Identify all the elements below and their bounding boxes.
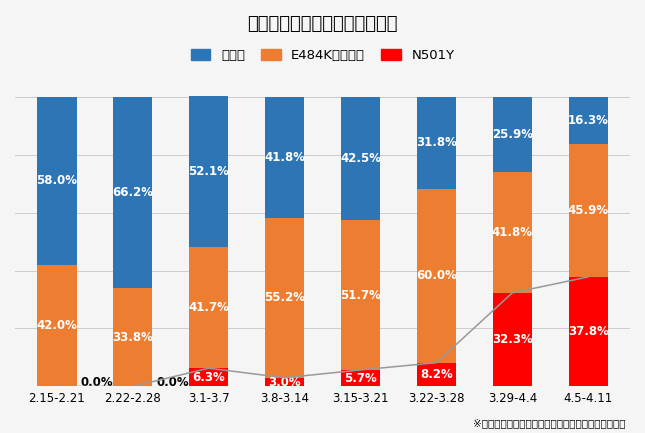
Bar — [113, 97, 152, 288]
Text: 6.3%: 6.3% — [192, 371, 225, 384]
Bar — [189, 96, 228, 247]
Text: 42.5%: 42.5% — [340, 152, 381, 165]
Text: 60.0%: 60.0% — [416, 269, 457, 282]
Bar — [265, 378, 304, 387]
Bar — [568, 277, 608, 387]
Bar — [341, 370, 380, 387]
Text: 58.0%: 58.0% — [36, 174, 77, 187]
Text: 41.8%: 41.8% — [492, 226, 533, 239]
Text: 41.8%: 41.8% — [264, 151, 305, 164]
Text: ※都健安研におけるスクリーニング結果をもとに推計: ※都健安研におけるスクリーニング結果をもとに推計 — [473, 419, 626, 429]
Text: 32.3%: 32.3% — [492, 333, 533, 346]
Text: 52.1%: 52.1% — [188, 165, 229, 178]
Bar — [568, 97, 608, 144]
Legend: 従来株, E484K単独変異, N501Y: 従来株, E484K単独変異, N501Y — [185, 44, 460, 68]
Text: 66.2%: 66.2% — [112, 186, 153, 199]
Text: 45.9%: 45.9% — [568, 204, 609, 217]
Bar — [189, 368, 228, 387]
Bar — [37, 265, 77, 387]
Bar — [493, 97, 532, 172]
Title: 都内変異株の発生割合（推移）: 都内変異株の発生割合（推移） — [247, 15, 398, 33]
Bar — [417, 363, 456, 387]
Bar — [265, 218, 304, 378]
Bar — [113, 288, 152, 387]
Text: 0.0%: 0.0% — [80, 375, 113, 388]
Bar — [493, 293, 532, 387]
Text: 42.0%: 42.0% — [36, 319, 77, 332]
Text: 31.8%: 31.8% — [416, 136, 457, 149]
Text: 55.2%: 55.2% — [264, 291, 305, 304]
Text: 25.9%: 25.9% — [492, 128, 533, 141]
Bar — [341, 220, 380, 370]
Bar — [417, 189, 456, 363]
Text: 3.0%: 3.0% — [268, 375, 301, 388]
Text: 8.2%: 8.2% — [420, 368, 453, 381]
Text: 37.8%: 37.8% — [568, 325, 609, 338]
Bar — [493, 172, 532, 293]
Text: 41.7%: 41.7% — [188, 301, 229, 314]
Bar — [265, 97, 304, 218]
Text: 0.0%: 0.0% — [156, 375, 189, 388]
Text: 5.7%: 5.7% — [344, 372, 377, 385]
Bar — [417, 97, 456, 189]
Bar — [341, 97, 380, 220]
Text: 33.8%: 33.8% — [112, 331, 153, 344]
Text: 51.7%: 51.7% — [340, 288, 381, 301]
Text: 16.3%: 16.3% — [568, 114, 609, 127]
Bar — [189, 247, 228, 368]
Bar — [568, 144, 608, 277]
Bar — [37, 97, 77, 265]
